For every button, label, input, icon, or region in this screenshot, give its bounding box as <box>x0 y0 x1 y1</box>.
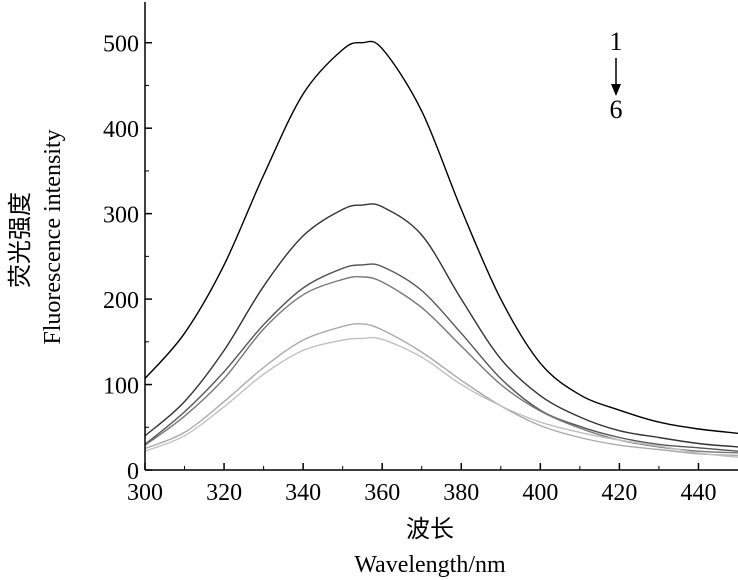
y-tick-label: 500 <box>103 32 139 58</box>
annotation-start: 1 <box>610 27 623 56</box>
annotation-arrow-head <box>611 84 621 96</box>
series-layer <box>144 40 738 458</box>
axes-layer <box>144 2 738 471</box>
y-axis-label-cn: 荧光强度 <box>6 192 34 288</box>
series-line-5 <box>144 322 738 457</box>
series-line-3 <box>144 263 738 452</box>
y-tick-label: 200 <box>103 288 139 314</box>
x-tick-label: 380 <box>443 480 479 506</box>
x-tick-label: 320 <box>206 480 242 506</box>
x-ticks: 300 320 340 360 380 400 420 440 <box>127 463 716 506</box>
series-line-2 <box>144 203 738 448</box>
y-ticks: 0 100 200 300 400 500 <box>103 32 152 485</box>
x-tick-label: 420 <box>601 480 637 506</box>
series-line-4 <box>144 275 738 454</box>
x-tick-label: 360 <box>364 480 400 506</box>
x-axis-label-en: Wavelength/nm <box>354 552 506 578</box>
y-tick-label: 0 <box>127 459 139 485</box>
x-axis-label-cn: 波长 <box>406 515 454 543</box>
x-tick-label: 340 <box>285 480 321 506</box>
y-tick-label: 400 <box>103 117 139 143</box>
x-tick-label: 300 <box>127 480 163 506</box>
x-tick-label: 400 <box>522 480 558 506</box>
y-tick-label: 100 <box>103 374 139 400</box>
y-axis-label-en: Fluorescence intensity <box>40 129 66 344</box>
series-line-6 <box>144 336 738 458</box>
series-line-1 <box>144 40 738 434</box>
x-tick-label: 440 <box>680 480 716 506</box>
y-tick-label: 300 <box>103 203 139 229</box>
annotation-end: 6 <box>610 95 623 124</box>
